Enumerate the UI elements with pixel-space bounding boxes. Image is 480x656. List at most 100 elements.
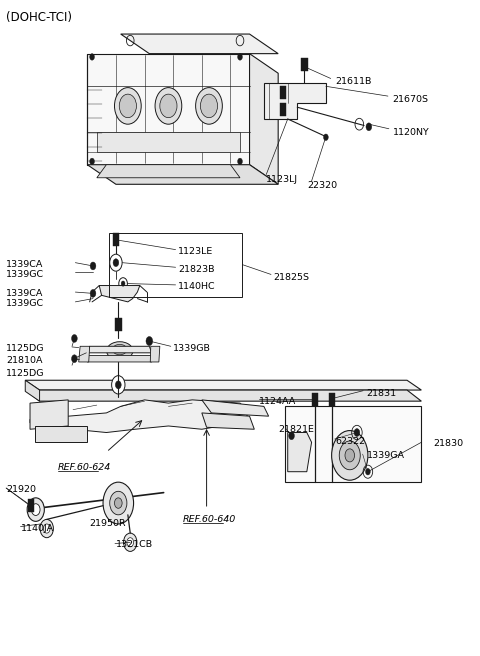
Polygon shape xyxy=(86,356,153,362)
Text: 21810A: 21810A xyxy=(6,356,43,365)
Circle shape xyxy=(115,498,122,508)
Bar xyxy=(280,87,286,99)
Text: 21950R: 21950R xyxy=(90,520,126,529)
Circle shape xyxy=(146,337,153,346)
Circle shape xyxy=(110,491,127,515)
Circle shape xyxy=(115,88,141,124)
Polygon shape xyxy=(25,380,39,401)
Bar xyxy=(329,394,336,406)
Ellipse shape xyxy=(107,342,133,360)
Circle shape xyxy=(339,441,360,470)
Ellipse shape xyxy=(113,344,127,355)
Text: 62322: 62322 xyxy=(336,436,366,445)
Polygon shape xyxy=(25,390,421,401)
Circle shape xyxy=(32,504,40,516)
Circle shape xyxy=(90,289,96,297)
Text: 1339GA: 1339GA xyxy=(366,451,405,460)
Text: 1140JA: 1140JA xyxy=(21,524,54,533)
Circle shape xyxy=(72,355,77,363)
Circle shape xyxy=(160,94,177,117)
Polygon shape xyxy=(202,413,254,429)
Circle shape xyxy=(155,88,182,124)
Polygon shape xyxy=(35,426,87,442)
Text: 1140HC: 1140HC xyxy=(178,282,216,291)
Circle shape xyxy=(238,158,242,165)
Polygon shape xyxy=(288,432,312,472)
Polygon shape xyxy=(150,346,160,362)
Circle shape xyxy=(354,428,360,436)
Circle shape xyxy=(324,134,328,140)
Text: 21611B: 21611B xyxy=(336,77,372,86)
Polygon shape xyxy=(30,400,250,432)
Bar xyxy=(28,499,34,512)
Bar xyxy=(280,103,286,115)
Text: 1124AA: 1124AA xyxy=(259,397,296,405)
Circle shape xyxy=(200,94,217,117)
Circle shape xyxy=(113,258,119,266)
Text: 1125DG: 1125DG xyxy=(6,344,45,354)
Bar xyxy=(285,406,421,482)
Text: 1120NY: 1120NY xyxy=(393,127,430,136)
Text: 1125DG: 1125DG xyxy=(6,369,45,379)
Polygon shape xyxy=(25,380,421,390)
Text: 1339GB: 1339GB xyxy=(173,344,211,354)
Circle shape xyxy=(119,94,136,117)
Polygon shape xyxy=(87,346,152,353)
Text: 22320: 22320 xyxy=(307,181,337,190)
Polygon shape xyxy=(97,165,240,178)
Circle shape xyxy=(40,520,53,538)
Text: 1123LJ: 1123LJ xyxy=(266,174,299,184)
Circle shape xyxy=(116,381,121,389)
Circle shape xyxy=(90,262,96,270)
Text: REF.60-640: REF.60-640 xyxy=(183,516,236,525)
Text: 21823B: 21823B xyxy=(178,265,215,274)
Bar xyxy=(115,318,121,331)
Bar xyxy=(113,234,119,246)
Polygon shape xyxy=(87,165,278,184)
Circle shape xyxy=(110,254,122,271)
Text: 21670S: 21670S xyxy=(393,95,429,104)
Circle shape xyxy=(121,281,125,286)
Polygon shape xyxy=(30,400,68,429)
Polygon shape xyxy=(264,83,326,119)
Polygon shape xyxy=(87,54,250,165)
Circle shape xyxy=(90,54,95,60)
Circle shape xyxy=(103,482,133,524)
Text: 1339CA: 1339CA xyxy=(6,289,44,298)
Polygon shape xyxy=(202,400,269,416)
Circle shape xyxy=(366,123,372,131)
Text: (DOHC-TCI): (DOHC-TCI) xyxy=(6,11,72,24)
Circle shape xyxy=(123,533,137,552)
Circle shape xyxy=(238,54,242,60)
Text: 1339CA: 1339CA xyxy=(6,260,44,269)
Circle shape xyxy=(90,158,95,165)
Circle shape xyxy=(127,538,133,547)
Circle shape xyxy=(345,449,355,462)
Text: 1123LE: 1123LE xyxy=(178,247,213,256)
Text: 1339GC: 1339GC xyxy=(6,270,44,279)
Circle shape xyxy=(332,430,368,480)
Circle shape xyxy=(288,432,294,440)
Text: 21825S: 21825S xyxy=(274,272,310,281)
Circle shape xyxy=(365,468,370,475)
Text: 1321CB: 1321CB xyxy=(116,541,153,549)
Circle shape xyxy=(27,498,44,522)
Polygon shape xyxy=(79,346,90,362)
Bar xyxy=(301,58,308,71)
Text: REF.60-624: REF.60-624 xyxy=(58,463,111,472)
Text: 21920: 21920 xyxy=(6,485,36,495)
Circle shape xyxy=(43,524,50,533)
Text: 21830: 21830 xyxy=(433,439,463,448)
Polygon shape xyxy=(250,54,278,184)
Polygon shape xyxy=(120,34,278,54)
Text: 21821E: 21821E xyxy=(278,424,314,434)
Polygon shape xyxy=(97,132,240,152)
Circle shape xyxy=(196,88,222,124)
Text: 21831: 21831 xyxy=(366,389,396,398)
Circle shape xyxy=(112,376,125,394)
Polygon shape xyxy=(99,285,140,302)
Text: 1339GC: 1339GC xyxy=(6,298,44,308)
Bar xyxy=(312,394,318,406)
Bar xyxy=(109,233,242,297)
Circle shape xyxy=(72,335,77,342)
